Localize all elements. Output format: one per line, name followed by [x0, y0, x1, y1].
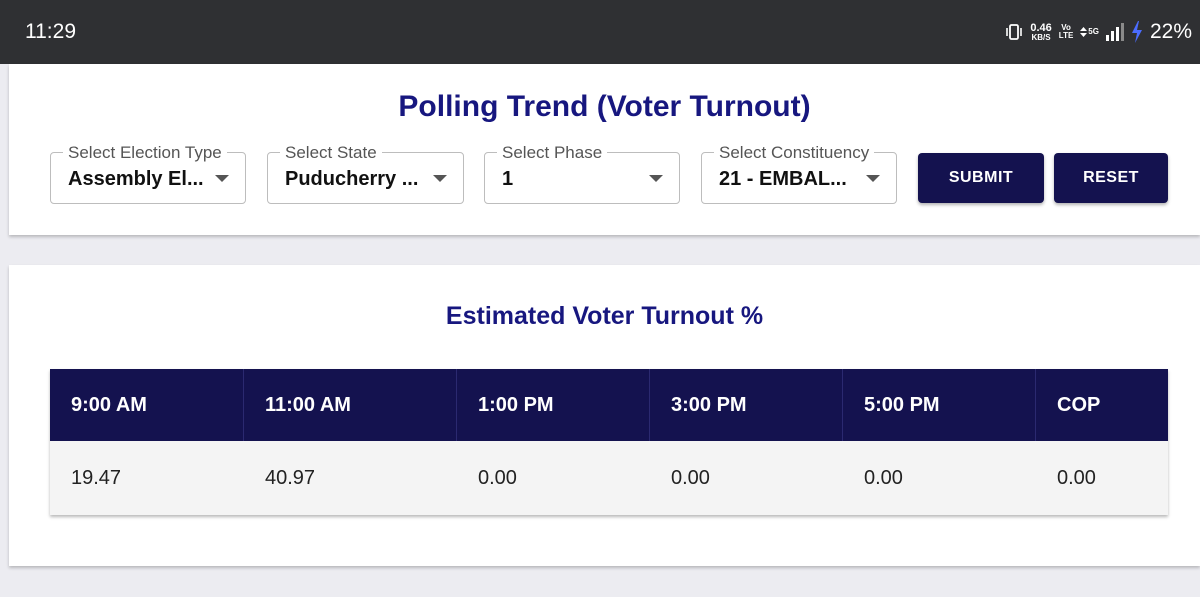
status-bar: 11:29 0.46 KB/S Vo LTE 5G 22%	[0, 0, 1200, 64]
phase-label: Select Phase	[497, 143, 608, 163]
state-label: Select State	[280, 143, 382, 163]
election-type-select[interactable]: Select Election Type Assembly El...	[50, 143, 246, 204]
table-row: 19.47 40.97 0.00 0.00 0.00 0.00	[50, 441, 1168, 515]
column-header: COP	[1057, 393, 1101, 416]
phase-select[interactable]: Select Phase 1	[484, 143, 680, 204]
election-type-label: Select Election Type	[63, 143, 227, 163]
state-select[interactable]: Select State Puducherry ...	[267, 143, 464, 204]
volte-top: Vo	[1061, 22, 1071, 32]
volte-indicator: Vo LTE	[1058, 22, 1074, 41]
table-cell: 40.97	[265, 466, 316, 489]
table-cell: 0.00	[478, 466, 517, 489]
chevron-down-icon	[433, 175, 447, 182]
phase-value: 1	[502, 168, 514, 190]
table-cell: 0.00	[671, 466, 710, 489]
chevron-down-icon	[215, 175, 229, 182]
signal-icon	[1105, 22, 1124, 42]
volte-bottom: LTE	[1058, 31, 1074, 40]
column-header: 3:00 PM	[650, 369, 843, 441]
network-indicator: 5G	[1080, 27, 1099, 37]
status-icons: 0.46 KB/S Vo LTE 5G 22%	[1005, 18, 1192, 46]
constituency-select[interactable]: Select Constituency 21 - EMBAL...	[701, 143, 897, 204]
table-cell: 19.47	[71, 466, 122, 489]
status-time: 11:29	[25, 20, 76, 43]
vibrate-icon	[1005, 22, 1023, 42]
table-cell: 0.00	[1057, 466, 1096, 489]
page-title: Polling Trend (Voter Turnout)	[398, 90, 811, 123]
submit-button[interactable]: SUBMIT	[918, 153, 1044, 203]
network-type: 5G	[1088, 26, 1099, 36]
constituency-value: 21 - EMBAL...	[719, 168, 847, 190]
turnout-table: 9:00 AM 11:00 AM 1:00 PM 3:00 PM 5:00 PM…	[50, 369, 1168, 515]
filter-card: Polling Trend (Voter Turnout) Select Ele…	[9, 64, 1200, 235]
network-speed: 0.46 KB/S	[1030, 21, 1052, 42]
column-header: 5:00 PM	[843, 369, 1036, 441]
network-speed-value: 0.46	[1030, 21, 1052, 34]
table-header: 9:00 AM 11:00 AM 1:00 PM 3:00 PM 5:00 PM…	[50, 369, 1168, 441]
battery-percent: 22%	[1149, 20, 1192, 43]
chevron-down-icon	[649, 175, 663, 182]
table-cell: 0.00	[864, 466, 903, 489]
charging-bolt-icon	[1131, 21, 1143, 43]
column-header: 1:00 PM	[457, 369, 650, 441]
column-header: 9:00 AM	[50, 369, 244, 441]
state-value: Puducherry ...	[285, 168, 419, 190]
turnout-card: Estimated Voter Turnout % 9:00 AM 11:00 …	[9, 265, 1200, 566]
column-header: 11:00 AM	[244, 369, 457, 441]
election-type-value: Assembly El...	[68, 168, 204, 190]
chevron-down-icon	[866, 175, 880, 182]
section-title: Estimated Voter Turnout %	[445, 302, 764, 330]
constituency-label: Select Constituency	[714, 143, 875, 163]
data-arrows-icon	[1080, 27, 1088, 37]
network-speed-unit: KB/S	[1031, 32, 1051, 42]
reset-button[interactable]: RESET	[1054, 153, 1168, 203]
